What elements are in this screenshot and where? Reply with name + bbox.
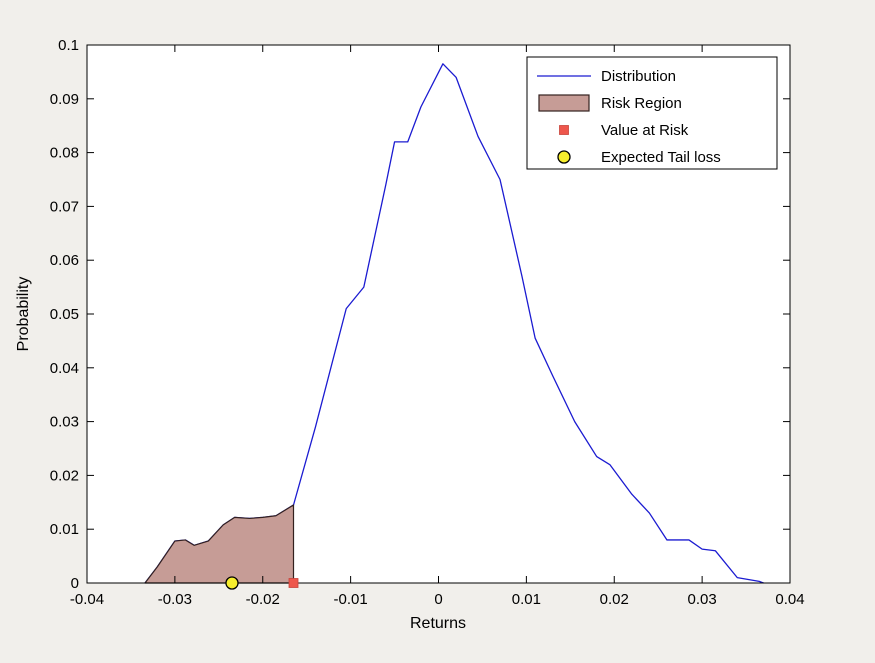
expected-tail-loss-marker <box>225 576 239 590</box>
y-tick-label: 0.04 <box>50 360 79 377</box>
y-tick-label: 0.06 <box>50 252 79 269</box>
legend-square-swatch <box>559 125 569 135</box>
y-tick-label: 0.02 <box>50 467 79 484</box>
legend-patch-swatch <box>538 94 590 112</box>
legend-entry-label: Value at Risk <box>601 122 689 139</box>
y-tick-label: 0.1 <box>58 37 79 54</box>
y-tick-label: 0.08 <box>50 145 79 162</box>
y-tick-label: 0.01 <box>50 521 79 538</box>
x-axis-label: Returns <box>410 615 466 632</box>
x-tick-label: -0.02 <box>246 591 280 608</box>
legend-circle-swatch <box>557 150 571 164</box>
x-tick-label: 0.04 <box>775 591 804 608</box>
x-tick-label: 0.01 <box>512 591 541 608</box>
x-tick-label: -0.04 <box>70 591 104 608</box>
y-tick-label: 0.05 <box>50 306 79 323</box>
y-tick-label: 0.03 <box>50 414 79 431</box>
y-tick-label: 0 <box>71 575 79 592</box>
legend-entry-label: Distribution <box>601 68 676 85</box>
x-tick-label: -0.01 <box>334 591 368 608</box>
risk-region <box>144 504 295 584</box>
x-tick-label: 0 <box>434 591 442 608</box>
value-at-risk-marker <box>288 578 299 588</box>
x-tick-label: 0.02 <box>600 591 629 608</box>
y-tick-label: 0.07 <box>50 198 79 215</box>
x-tick-label: -0.03 <box>158 591 192 608</box>
legend-entry-label: Risk Region <box>601 95 682 112</box>
y-axis-label: Probability <box>15 277 32 352</box>
y-tick-label: 0.09 <box>50 91 79 108</box>
x-tick-label: 0.03 <box>688 591 717 608</box>
legend-entry-label: Expected Tail loss <box>601 149 721 166</box>
